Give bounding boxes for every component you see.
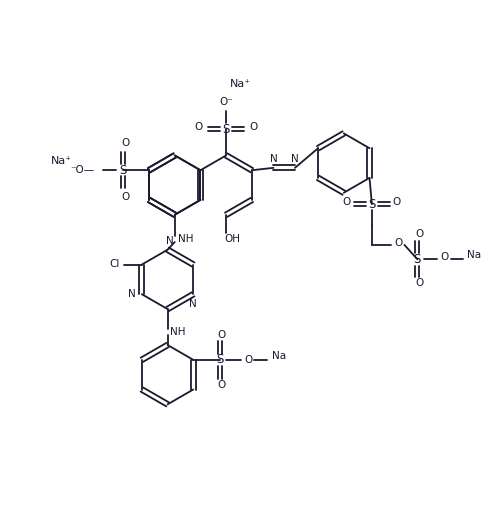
Text: NH: NH: [170, 327, 186, 336]
Text: S: S: [368, 197, 375, 211]
Text: O: O: [394, 238, 402, 248]
Text: S: S: [216, 353, 223, 366]
Text: O: O: [218, 330, 226, 340]
Text: N: N: [128, 289, 136, 299]
Text: S: S: [223, 123, 230, 135]
Text: N: N: [269, 154, 277, 164]
Text: O: O: [415, 278, 424, 288]
Text: O: O: [194, 122, 202, 132]
Text: Na: Na: [272, 351, 286, 361]
Text: O: O: [415, 230, 424, 239]
Text: O: O: [218, 380, 226, 390]
Text: Na⁺: Na⁺: [230, 78, 251, 89]
Text: OH: OH: [224, 234, 240, 244]
Text: S: S: [414, 253, 421, 266]
Text: N: N: [166, 236, 174, 246]
Text: ⁻O—: ⁻O—: [70, 165, 94, 175]
Text: O⁻: O⁻: [219, 97, 233, 107]
Text: Cl: Cl: [109, 259, 119, 269]
Text: O: O: [393, 197, 401, 207]
Text: O: O: [121, 138, 129, 149]
Text: O: O: [441, 252, 449, 262]
Text: Na⁺: Na⁺: [52, 156, 72, 165]
Text: S: S: [119, 164, 126, 177]
Text: O: O: [343, 197, 351, 207]
Text: O: O: [121, 192, 129, 202]
Text: NH: NH: [177, 234, 193, 244]
Text: N: N: [291, 154, 299, 164]
Text: N: N: [189, 299, 197, 309]
Text: Na: Na: [467, 250, 481, 261]
Text: O: O: [244, 355, 253, 365]
Text: O: O: [250, 122, 258, 132]
